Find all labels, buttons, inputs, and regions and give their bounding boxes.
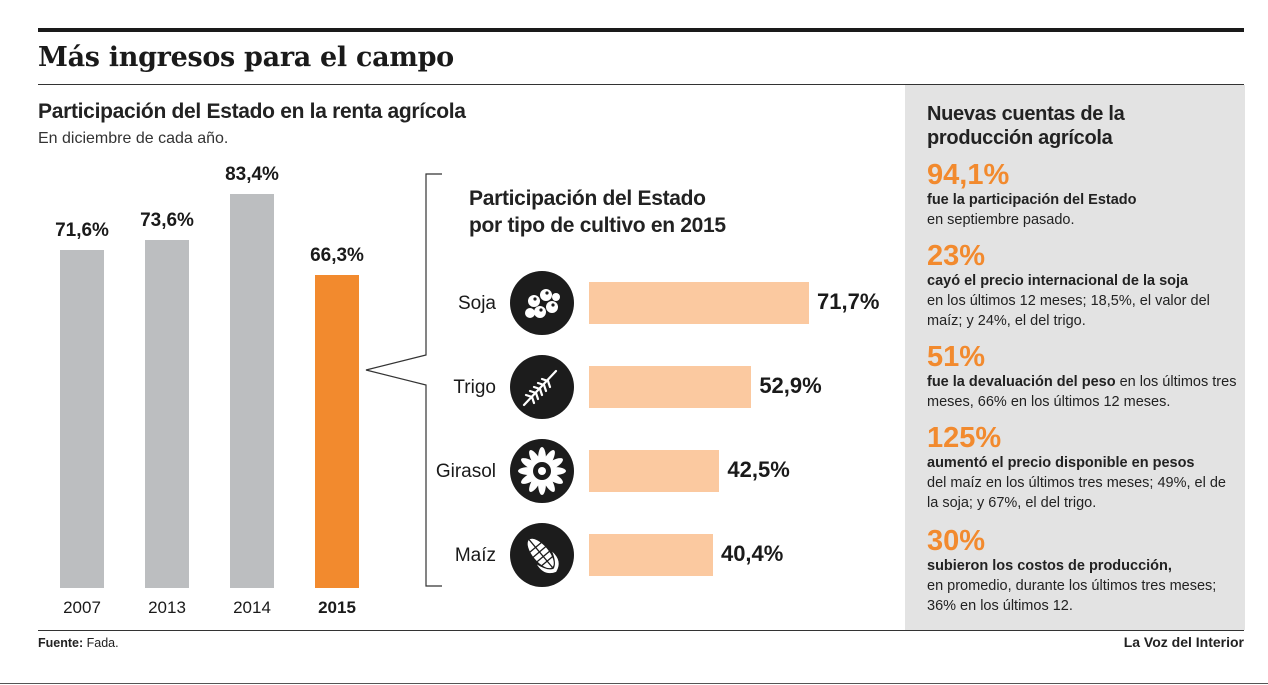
crop-label: Maíz xyxy=(454,545,496,566)
bar-year-label: 2015 xyxy=(318,598,356,617)
source-note: Fuente: Fada. xyxy=(38,636,119,650)
footer-rule xyxy=(0,683,1268,684)
crop-chart-title-line2: por tipo de cultivo en 2015 xyxy=(469,214,726,237)
bar-year-label: 2013 xyxy=(148,598,186,617)
crop-label: Trigo xyxy=(453,377,496,398)
crop-value-label: 42,5% xyxy=(727,457,790,482)
bar-value-label: 71,6% xyxy=(55,219,109,241)
crop-bar xyxy=(589,282,809,324)
crop-bar xyxy=(589,534,713,576)
fact-rest: en septiembre pasado. xyxy=(927,212,1075,228)
bar-chart-title: Participación del Estado en la renta agr… xyxy=(38,100,466,123)
fact-item: 23% cayó el precio internacional de la s… xyxy=(927,241,1237,331)
side-title-line2: producción agrícola xyxy=(927,127,1113,149)
fact-text: subieron los costos de producción, en pro… xyxy=(927,556,1237,616)
wheat-icon xyxy=(510,355,574,419)
fact-bold: fue la participación del Estado xyxy=(927,192,1137,208)
crop-label: Soja xyxy=(457,293,496,314)
fact-figure: 125% xyxy=(927,422,1002,454)
fact-figure: 30% xyxy=(927,525,986,557)
bar-2007 xyxy=(60,249,104,588)
fact-figure: 23% xyxy=(927,240,986,272)
corn-icon xyxy=(510,523,574,587)
fact-item: 30% subieron los costos de producción, en… xyxy=(927,526,1237,616)
crop-chart-title-line1: Participación del Estado xyxy=(469,187,706,210)
fact-figure: 51% xyxy=(927,341,986,373)
bottom-rule xyxy=(38,630,1244,631)
fact-rest: en los últimos tres meses, 66% en los úl… xyxy=(927,374,1237,410)
bar-2014 xyxy=(230,194,274,588)
crop-label: Girasol xyxy=(435,461,496,482)
fact-bold: fue la devaluación del peso xyxy=(927,374,1116,390)
sunflower-icon xyxy=(510,439,574,503)
crop-value-label: 40,4% xyxy=(720,541,784,566)
source-label: Fuente: xyxy=(38,636,84,650)
fact-text: cayó el precio internacional de la soja e… xyxy=(927,271,1237,331)
top-rule xyxy=(38,28,1244,32)
crop-bar xyxy=(589,450,720,492)
bar-2013 xyxy=(145,240,189,588)
crop-chart-title: Participación del Estado por tipo de cul… xyxy=(469,185,726,239)
title-divider xyxy=(38,84,1244,85)
crop-value-label: 71,7% xyxy=(817,289,880,314)
bar-value-label: 73,6% xyxy=(140,210,194,232)
fact-rest: del maíz en los últimos tres meses; 49%,… xyxy=(927,475,1226,511)
bar-2015 xyxy=(315,274,359,588)
crop-bar xyxy=(589,366,752,408)
fact-item: 94,1% fue la participación del Estado en … xyxy=(927,160,1237,230)
fact-item: 125% aumentó el precio disponible en pes… xyxy=(927,423,1237,513)
fact-bold: subieron los costos de producción, xyxy=(927,558,1172,574)
fact-text: fue la participación del Estado en septie… xyxy=(927,190,1237,230)
source-value: Fada. xyxy=(83,636,119,650)
side-panel xyxy=(905,85,1245,630)
soybean-icon xyxy=(510,271,574,335)
side-panel-title: Nuevas cuentas de la producción agrícola xyxy=(927,102,1125,150)
crop-value-label: 52,9% xyxy=(759,373,822,398)
bracket-connector xyxy=(365,173,442,587)
page-title: Más ingresos para el campo xyxy=(38,42,454,73)
fact-rest: en los últimos 12 meses; 18,5%, el valor… xyxy=(927,293,1210,329)
fact-rest: en promedio, durante los últimos tres me… xyxy=(927,578,1217,614)
fact-bold: cayó el precio internacional de la soja xyxy=(927,273,1189,289)
fact-text: aumentó el precio disponible en pesos del… xyxy=(927,453,1237,513)
bar-value-label: 66,3% xyxy=(310,244,364,266)
bar-chart-subtitle: En diciembre de cada año. xyxy=(38,130,229,147)
fact-item: 51% fue la devaluación del peso en los ú… xyxy=(927,342,1237,412)
brand-logo: La Voz del Interior xyxy=(1123,634,1244,650)
bar-year-label: 2014 xyxy=(233,598,271,617)
fact-text: fue la devaluación del peso en los últim… xyxy=(927,372,1237,412)
side-title-line1: Nuevas cuentas de la xyxy=(927,103,1125,125)
bar-year-label: 2007 xyxy=(63,598,101,617)
bar-value-label: 83,4% xyxy=(225,164,279,185)
fact-bold: aumentó el precio disponible en pesos xyxy=(927,455,1195,471)
fact-figure: 94,1% xyxy=(927,159,1010,191)
